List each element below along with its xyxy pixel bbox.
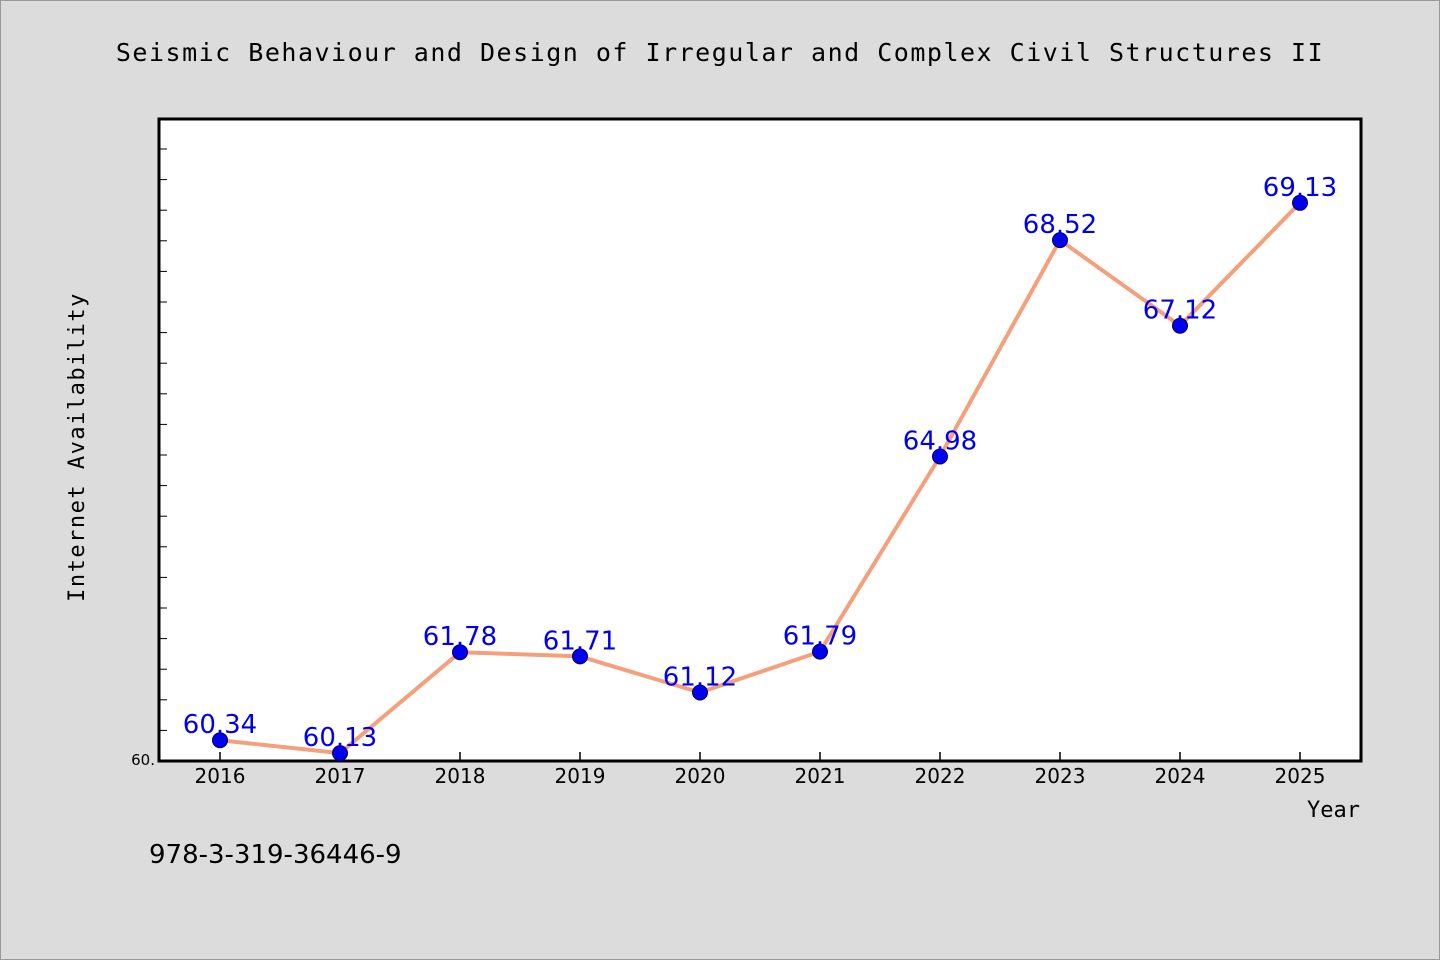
x-tick-label: 2021 — [795, 764, 846, 788]
x-tick-label: 2025 — [1275, 764, 1326, 788]
data-label: 64.98 — [903, 427, 977, 457]
x-tick-label: 2018 — [435, 764, 486, 788]
x-tick-label: 2023 — [1035, 764, 1086, 788]
data-point — [1172, 317, 1188, 334]
x-tick-label: 2022 — [915, 764, 966, 788]
data-point — [1292, 194, 1308, 211]
y-axis-minor-ticks — [159, 148, 167, 731]
data-point — [572, 648, 588, 665]
x-tick-label: 2017 — [315, 764, 366, 788]
data-point — [932, 448, 948, 465]
data-point — [212, 732, 228, 749]
data-label: 68.52 — [1023, 210, 1097, 240]
data-label: 60.13 — [303, 723, 377, 753]
x-tick-label: 2024 — [1155, 764, 1206, 788]
x-axis-label: Year — [1307, 798, 1360, 823]
data-point — [452, 644, 468, 661]
isbn-footer: 978-3-319-36446-9 — [149, 840, 402, 870]
plot-area — [157, 117, 1363, 763]
y-axis-start-label: 60. — [131, 751, 155, 769]
data-point — [692, 684, 708, 701]
x-tick-label: 2019 — [555, 764, 606, 788]
data-point — [812, 643, 828, 660]
data-label: 61.71 — [543, 626, 617, 656]
series-line — [219, 201, 1302, 756]
series: 60.34 60.13 61.78 61.71 61.12 61.79 64.98 68.52… — [183, 173, 1337, 762]
data-label: 61.79 — [783, 622, 857, 652]
y-axis-label: Internet Availability — [65, 292, 90, 602]
data-point — [1052, 232, 1068, 249]
data-label: 60.34 — [183, 710, 257, 740]
x-axis-tick-labels: 2016 2017 2018 2019 2020 2021 2022 2023 2024 2025 — [195, 764, 1326, 788]
data-label: 61.78 — [423, 622, 497, 652]
chart-title: Seismic Behaviour and Design of Irregula… — [116, 38, 1324, 67]
x-tick-label: 2016 — [195, 764, 246, 788]
data-point — [332, 745, 348, 762]
data-label: 69.13 — [1263, 173, 1337, 203]
x-tick-label: 2020 — [675, 764, 726, 788]
data-label: 61.12 — [663, 663, 737, 693]
data-label: 67.12 — [1143, 296, 1217, 326]
